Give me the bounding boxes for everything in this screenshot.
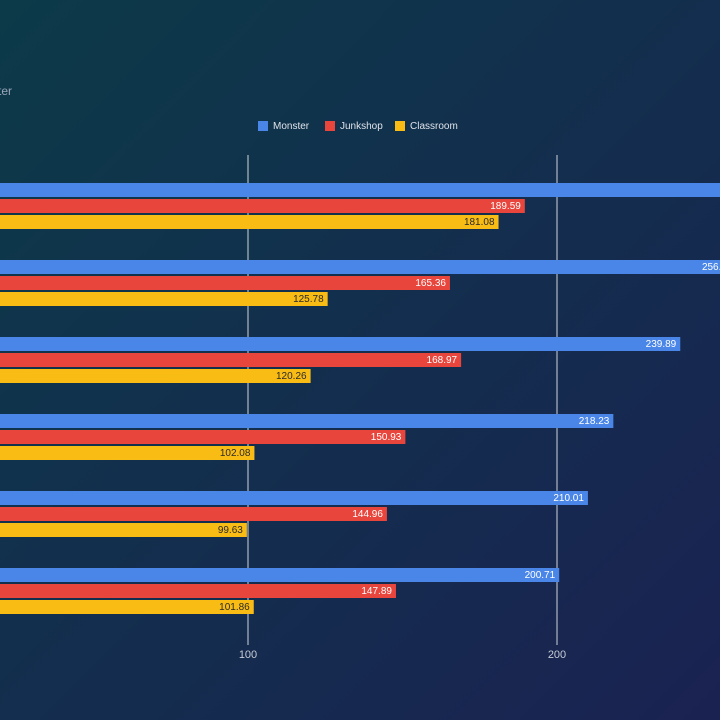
bar [0,276,450,290]
value-label: 165.36 [415,278,446,289]
value-label: 168.97 [427,355,458,366]
value-label: 147.89 [361,586,392,597]
value-label: 101.86 [219,602,250,613]
x-tick-label: 100 [239,649,257,661]
bar [0,523,247,537]
bar [0,446,255,460]
value-label: 189.59 [490,201,521,212]
legend-label: Classroom [410,121,458,132]
bar [0,260,720,274]
value-label: 102.08 [220,448,251,459]
legend-label: Junkshop [340,121,383,132]
value-label: 210.01 [553,493,584,504]
value-label: 256.3 [702,262,720,273]
legend-swatch [258,121,268,131]
legend-label: Monster [273,121,310,132]
bar [0,369,311,383]
value-label: 125.78 [293,294,324,305]
bar [0,430,406,444]
value-label: 181.08 [464,217,495,228]
bar [0,353,462,367]
legend-swatch [325,121,335,131]
x-tick-label: 200 [548,649,566,661]
value-label: 239.89 [646,339,677,350]
bar [0,292,328,306]
subtitle: ter [0,84,12,98]
bar [0,337,681,351]
bar [0,600,254,614]
bar [0,568,560,582]
bar [0,507,387,521]
value-label: 200.71 [525,570,556,581]
bar [0,491,588,505]
bar [0,584,396,598]
bar [0,215,499,229]
bar [0,183,720,197]
bar [0,199,525,213]
bar [0,414,614,428]
value-label: 99.63 [218,525,243,536]
value-label: 120.26 [276,371,307,382]
value-label: 144.96 [352,509,383,520]
legend-swatch [395,121,405,131]
value-label: 150.93 [371,432,402,443]
value-label: 218.23 [579,416,610,427]
